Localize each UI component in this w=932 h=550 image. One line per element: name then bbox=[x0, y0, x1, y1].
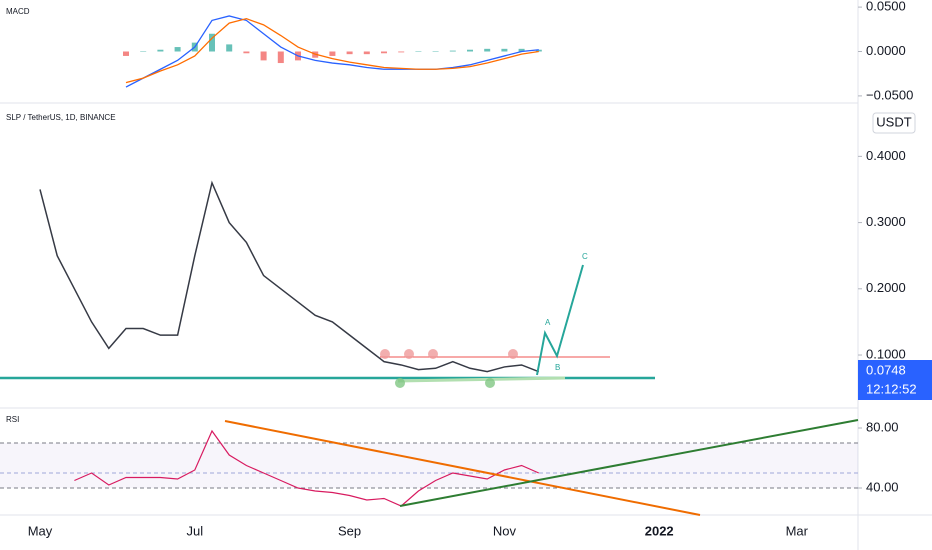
histogram-bar bbox=[501, 48, 508, 52]
line bbox=[125, 15, 539, 88]
markers bbox=[380, 349, 518, 359]
line bbox=[39, 180, 540, 373]
y-tick-label: 40.00 bbox=[866, 479, 899, 494]
histogram-bar bbox=[329, 51, 336, 56]
histogram-bar bbox=[226, 44, 233, 52]
marker bbox=[485, 378, 495, 388]
y-tick-label: 0.2000 bbox=[866, 280, 906, 295]
histogram-bar bbox=[140, 51, 147, 52]
last-price: 0.0748 bbox=[866, 362, 906, 377]
histogram-bar bbox=[243, 51, 250, 54]
histogram-bar bbox=[398, 51, 405, 53]
histogram-bar bbox=[432, 51, 439, 52]
marker bbox=[428, 349, 438, 359]
x-tick-label: Jul bbox=[186, 523, 203, 538]
histogram-bar bbox=[363, 51, 370, 55]
histogram-bar bbox=[467, 49, 473, 52]
x-tick-label: Sep bbox=[338, 523, 361, 538]
markers bbox=[395, 378, 495, 388]
x-tick-label: Mar bbox=[786, 523, 809, 538]
histogram-bar bbox=[123, 51, 129, 56]
currency: USDT bbox=[876, 114, 911, 129]
histogram-bar bbox=[381, 51, 387, 54]
panel-title: SLP / TetherUS, 1D, BINANCE bbox=[6, 113, 116, 122]
histogram-bar bbox=[518, 48, 525, 52]
histogram-bar bbox=[157, 49, 164, 52]
y-tick-label: 0.0500 bbox=[866, 0, 906, 14]
line bbox=[125, 17, 539, 84]
y-tick-label: −0.0500 bbox=[866, 87, 913, 102]
currency-box[interactable] bbox=[872, 112, 916, 134]
histogram-bar bbox=[449, 50, 456, 52]
panel-title: RSI bbox=[6, 415, 19, 424]
trendline bbox=[224, 420, 701, 516]
marker bbox=[404, 349, 414, 359]
annotation: B bbox=[555, 363, 560, 372]
histogram-bar bbox=[346, 51, 353, 55]
x-tick-label: May bbox=[28, 523, 53, 538]
histogram-bar bbox=[535, 49, 542, 52]
histogram-bar bbox=[277, 51, 284, 64]
projection bbox=[536, 264, 584, 376]
trendline bbox=[397, 376, 566, 383]
marker bbox=[380, 349, 390, 359]
panel-title: MACD bbox=[6, 7, 30, 16]
histogram-bar bbox=[484, 48, 491, 52]
line bbox=[74, 429, 540, 507]
y-tick-label: 0.4000 bbox=[866, 148, 906, 163]
trendline bbox=[399, 419, 859, 507]
y-tick-label: 0.3000 bbox=[866, 214, 906, 229]
y-tick-label: 80.00 bbox=[866, 419, 899, 434]
annotation: C bbox=[582, 252, 588, 261]
marker bbox=[395, 378, 405, 388]
y-tick-label: 0.0000 bbox=[866, 43, 906, 58]
histogram-bar bbox=[260, 51, 267, 61]
countdown: 12:12:52 bbox=[866, 381, 917, 396]
histogram-bar bbox=[209, 33, 215, 52]
x-tick-label: Nov bbox=[493, 523, 517, 538]
x-tick-label: 2022 bbox=[645, 523, 674, 538]
annotation: A bbox=[545, 318, 551, 327]
y-tick-label: 0.1000 bbox=[866, 346, 906, 361]
price-tag bbox=[858, 360, 932, 400]
histogram-bar bbox=[415, 51, 422, 52]
band bbox=[0, 443, 858, 488]
marker bbox=[508, 349, 518, 359]
histogram-bar bbox=[174, 47, 181, 52]
